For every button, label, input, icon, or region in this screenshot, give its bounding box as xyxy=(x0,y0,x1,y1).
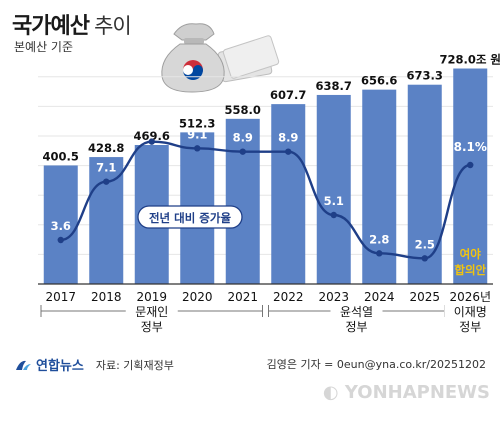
x-tick-label: 2018 xyxy=(91,290,122,304)
rate-label: 5.1 xyxy=(324,194,344,208)
bar-value-label: 638.7 xyxy=(316,79,352,93)
bar-value-label: 469.6 xyxy=(134,129,170,143)
annotation-line: 합의안 xyxy=(454,263,486,277)
x-tick-label: 2025 xyxy=(409,290,440,304)
page-title: 국가예산 추이 xyxy=(12,8,132,40)
x-tick-label: 2020 xyxy=(182,290,213,304)
rate-line: 3.6 7.1 9.5 9.1 8.9 8.9 5.1 2.8 2.5 8.1% 전년 대비 증가율… xyxy=(51,121,487,277)
group-label: 정부 xyxy=(459,320,481,334)
rate-label: 2.8 xyxy=(369,232,389,246)
bars xyxy=(43,68,488,285)
rate-point xyxy=(330,211,337,219)
watermark-text: YONHAPNEWS xyxy=(344,382,490,403)
rate-label: 7.1 xyxy=(96,161,116,175)
budget-chart: 400.5 428.8 469.6 512.3 558.0 607.7 638.7 656.6… xyxy=(38,23,500,336)
group-label-bg xyxy=(125,302,178,336)
bar-value-labels: 400.5 428.8 469.6 512.3 558.0 607.7 638.7 656.6… xyxy=(43,53,500,164)
bar-value-label: 512.3 xyxy=(179,116,215,130)
rate-point xyxy=(467,161,474,169)
group-label: 정부 xyxy=(345,320,367,334)
x-tick-label: 2019 xyxy=(136,290,167,304)
rate-line-path xyxy=(60,140,471,260)
x-tick-label: 2021 xyxy=(227,290,258,304)
source-text: 자료: 기획재정부 xyxy=(95,358,174,372)
rate-label: 9.1 xyxy=(187,127,207,141)
money-bag-icon xyxy=(161,23,280,93)
group-label: 정부 xyxy=(141,320,163,334)
rate-point xyxy=(57,236,64,244)
x-tick-label: 2023 xyxy=(318,290,349,304)
x-tick-label: 2024 xyxy=(364,290,395,304)
bar xyxy=(271,104,306,285)
bar-value-label: 607.7 xyxy=(270,88,306,102)
x-tick-label: 2017 xyxy=(45,290,76,304)
series-callout-label: 전년 대비 증가율 xyxy=(149,211,231,225)
watermark: ◐ YONHAPNEWS xyxy=(323,382,490,403)
rate-point xyxy=(103,178,110,185)
group-label-bg xyxy=(330,302,383,336)
bar-value-label: 728.0조 원 xyxy=(439,53,500,67)
rate-label: 2.5 xyxy=(415,237,435,251)
title-light: 추이 xyxy=(94,14,132,38)
rate-label: 8.9 xyxy=(278,131,298,145)
bar-value-label: 656.6 xyxy=(361,74,397,88)
series-callout-box xyxy=(137,205,243,229)
yonhap-logo-icon xyxy=(16,360,31,370)
bar xyxy=(225,118,260,284)
group-label-bg xyxy=(444,302,497,336)
group-label: 윤석열 xyxy=(340,305,373,319)
x-tick-label: 2022 xyxy=(273,290,304,304)
subtitle: 본예산 기준 xyxy=(14,40,74,54)
annotation-line: 여야 xyxy=(460,247,482,261)
rate-point xyxy=(148,138,155,145)
watermark-mark-icon: ◐ xyxy=(322,382,345,403)
rate-label: 3.6 xyxy=(51,219,71,233)
rate-label: 9.5 xyxy=(142,121,162,135)
credit-text: 김영은 기자 = 0eun@yna.co.kr/20251202 xyxy=(266,358,486,371)
logo-row: 연합뉴스 자료: 기획재정부 xyxy=(14,355,174,374)
rate-point xyxy=(376,250,383,257)
x-axis: 2017 2018 2019 2020 2021 2022 2023 2024 2025 2026… xyxy=(38,283,493,304)
bar xyxy=(316,94,351,285)
x-tick-label: 2026년 xyxy=(449,290,491,304)
bar-value-label: 673.3 xyxy=(407,69,443,83)
title-bold: 국가예산 xyxy=(12,14,90,39)
bar-value-label: 400.5 xyxy=(43,149,79,163)
rate-label: 8.9 xyxy=(233,131,253,145)
rate-label: 8.1% xyxy=(454,140,487,154)
bar-value-label: 558.0 xyxy=(225,103,261,117)
rate-point xyxy=(239,148,246,155)
rate-point xyxy=(285,148,292,155)
logo-text: 연합뉴스 xyxy=(36,359,84,374)
rate-point xyxy=(194,145,201,152)
bar-value-label: 428.8 xyxy=(88,141,124,155)
group-label: 이재명 xyxy=(454,305,487,319)
bar xyxy=(43,165,78,284)
group-label: 문재인 xyxy=(135,305,168,319)
rate-point xyxy=(421,255,428,262)
bar xyxy=(407,84,442,284)
